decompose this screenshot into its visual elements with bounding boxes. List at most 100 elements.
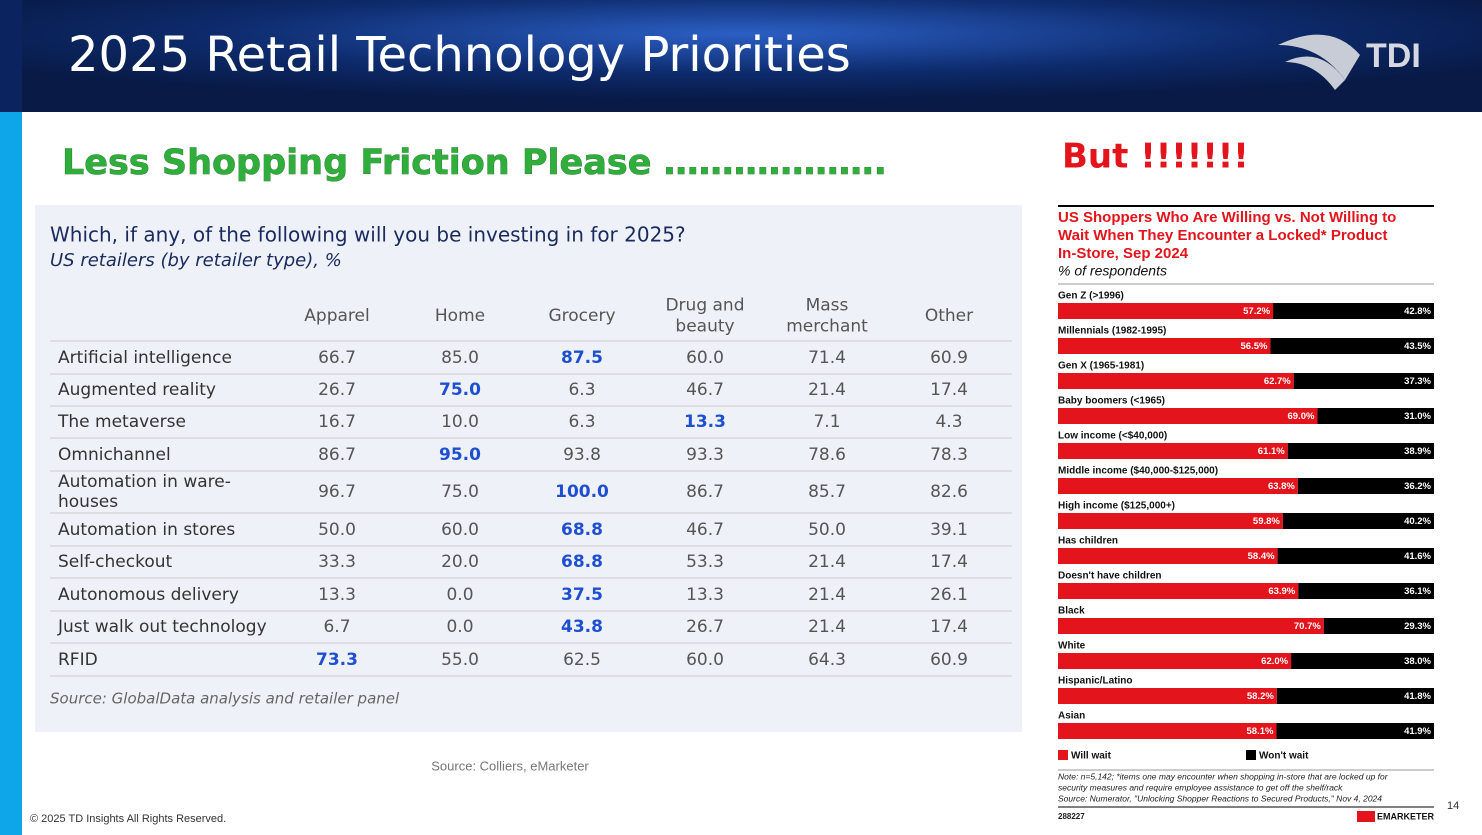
value-label: 58.1% (1247, 726, 1274, 737)
table-cell: 93.3 (686, 445, 724, 465)
bar-segment (1058, 303, 1274, 319)
table-cell: 46.7 (686, 380, 724, 400)
table-source: Source: GlobalData analysis and retailer… (50, 690, 400, 708)
table-cell: 6.3 (568, 380, 595, 400)
value-label: 69.0% (1288, 411, 1315, 422)
table-cell: 86.7 (318, 445, 356, 465)
table-subtitle: US retailers (by retailer type), % (50, 250, 342, 271)
value-label: 36.1% (1404, 586, 1431, 597)
table-cell: 78.3 (930, 445, 968, 465)
table-cell: 60.9 (930, 348, 968, 368)
table-cell: 33.3 (318, 552, 356, 572)
value-label: 62.0% (1261, 656, 1288, 667)
bar-segment (1317, 408, 1434, 424)
chart-id: 288227 (1058, 812, 1085, 821)
value-label: 58.4% (1248, 551, 1275, 562)
bar-segment (1058, 548, 1278, 564)
logo-text: TDI (1366, 37, 1421, 75)
table-cell: 6.7 (323, 617, 350, 637)
table-cell: 7.1 (813, 412, 840, 432)
table-cell: 71.4 (808, 348, 846, 368)
column-header: beauty (675, 317, 734, 337)
table-cell: 86.7 (686, 482, 724, 502)
table-cell: 21.4 (808, 552, 846, 572)
category-label: Asian (1058, 711, 1085, 722)
value-label: 57.2% (1243, 306, 1270, 317)
value-label: 59.8% (1253, 516, 1280, 527)
chart-title: US Shoppers Who Are Willing vs. Not Will… (1058, 209, 1396, 226)
chart-subtitle: % of respondents (1058, 263, 1167, 279)
row-label: Just walk out technology (57, 617, 267, 637)
table-cell: 17.4 (930, 617, 968, 637)
table-cell: 64.3 (808, 650, 846, 670)
bar-segment (1277, 548, 1434, 564)
table-cell: 93.8 (563, 445, 601, 465)
column-header: merchant (786, 317, 868, 337)
value-label: 31.0% (1404, 411, 1431, 422)
source: Source: Colliers, eMarketer (431, 758, 589, 773)
table-cell: 17.4 (930, 552, 968, 572)
category-label: Low income (<$40,000) (1058, 431, 1167, 442)
table-cell: 13.3 (686, 585, 724, 605)
column-header: Apparel (304, 306, 369, 326)
brand: EMARKETER (1377, 811, 1435, 821)
chart-note: security measures and require employee a… (1058, 782, 1343, 792)
bar-segment (1270, 338, 1434, 354)
table-cell: 0.0 (446, 585, 473, 605)
row-label: Automation in ware- (58, 472, 231, 492)
side-strip (0, 0, 22, 835)
value-label: 61.1% (1258, 446, 1285, 457)
value-label: 38.9% (1404, 446, 1431, 457)
table-cell: 43.8 (561, 617, 603, 637)
table-cell: 87.5 (561, 348, 603, 368)
value-label: 70.7% (1294, 621, 1321, 632)
table-cell: 20.0 (441, 552, 479, 572)
table-cell: 55.0 (441, 650, 479, 670)
table-cell: 60.0 (686, 348, 724, 368)
table-cell: 60.9 (930, 650, 968, 670)
chart-note: Source: Numerator, "Unlocking Shopper Re… (1058, 793, 1382, 803)
page-number: 14 (1447, 800, 1459, 812)
table-cell: 13.3 (318, 585, 356, 605)
table-cell: 82.6 (930, 482, 968, 502)
category-label: Black (1058, 606, 1085, 617)
bar-segment (1297, 478, 1434, 494)
value-label: 41.6% (1404, 551, 1431, 562)
value-label: 42.8% (1404, 306, 1431, 317)
table-cell: 50.0 (318, 520, 356, 540)
bar-segment (1058, 338, 1271, 354)
value-label: 63.8% (1268, 481, 1295, 492)
value-label: 38.0% (1404, 656, 1431, 667)
bar-segment (1058, 408, 1318, 424)
table-cell: 39.1 (930, 520, 968, 540)
logo-swoosh (1285, 56, 1345, 90)
table-cell: 26.7 (686, 617, 724, 637)
row-label: Self-checkout (58, 552, 173, 572)
table-cell: 10.0 (441, 412, 479, 432)
category-label: Gen Z (>1996) (1058, 291, 1124, 302)
table-cell: 6.3 (568, 412, 595, 432)
strip-top (0, 0, 22, 112)
category-label: Hispanic/Latino (1058, 676, 1132, 687)
legend-label: Won't wait (1259, 751, 1309, 762)
bar-segment (1291, 653, 1434, 669)
value-label: 41.9% (1404, 726, 1431, 737)
bar-segment (1058, 443, 1288, 459)
table-cell: 53.3 (686, 552, 724, 572)
heading-left: Less Shopping Friction Please ………………. (62, 143, 887, 183)
logo: TDI (1278, 34, 1421, 90)
table-cell: 75.0 (439, 380, 481, 400)
table-cell: 100.0 (555, 482, 609, 502)
banner (0, 0, 1482, 112)
value-label: 41.8% (1404, 691, 1431, 702)
table-cell: 85.7 (808, 482, 846, 502)
value-label: 62.7% (1264, 376, 1291, 387)
table-cell: 0.0 (446, 617, 473, 637)
row-label: RFID (58, 650, 98, 670)
table-cell: 73.3 (316, 650, 358, 670)
value-label: 56.5% (1241, 341, 1268, 352)
logo-swoosh (1278, 34, 1360, 80)
bar-segment (1058, 723, 1277, 739)
